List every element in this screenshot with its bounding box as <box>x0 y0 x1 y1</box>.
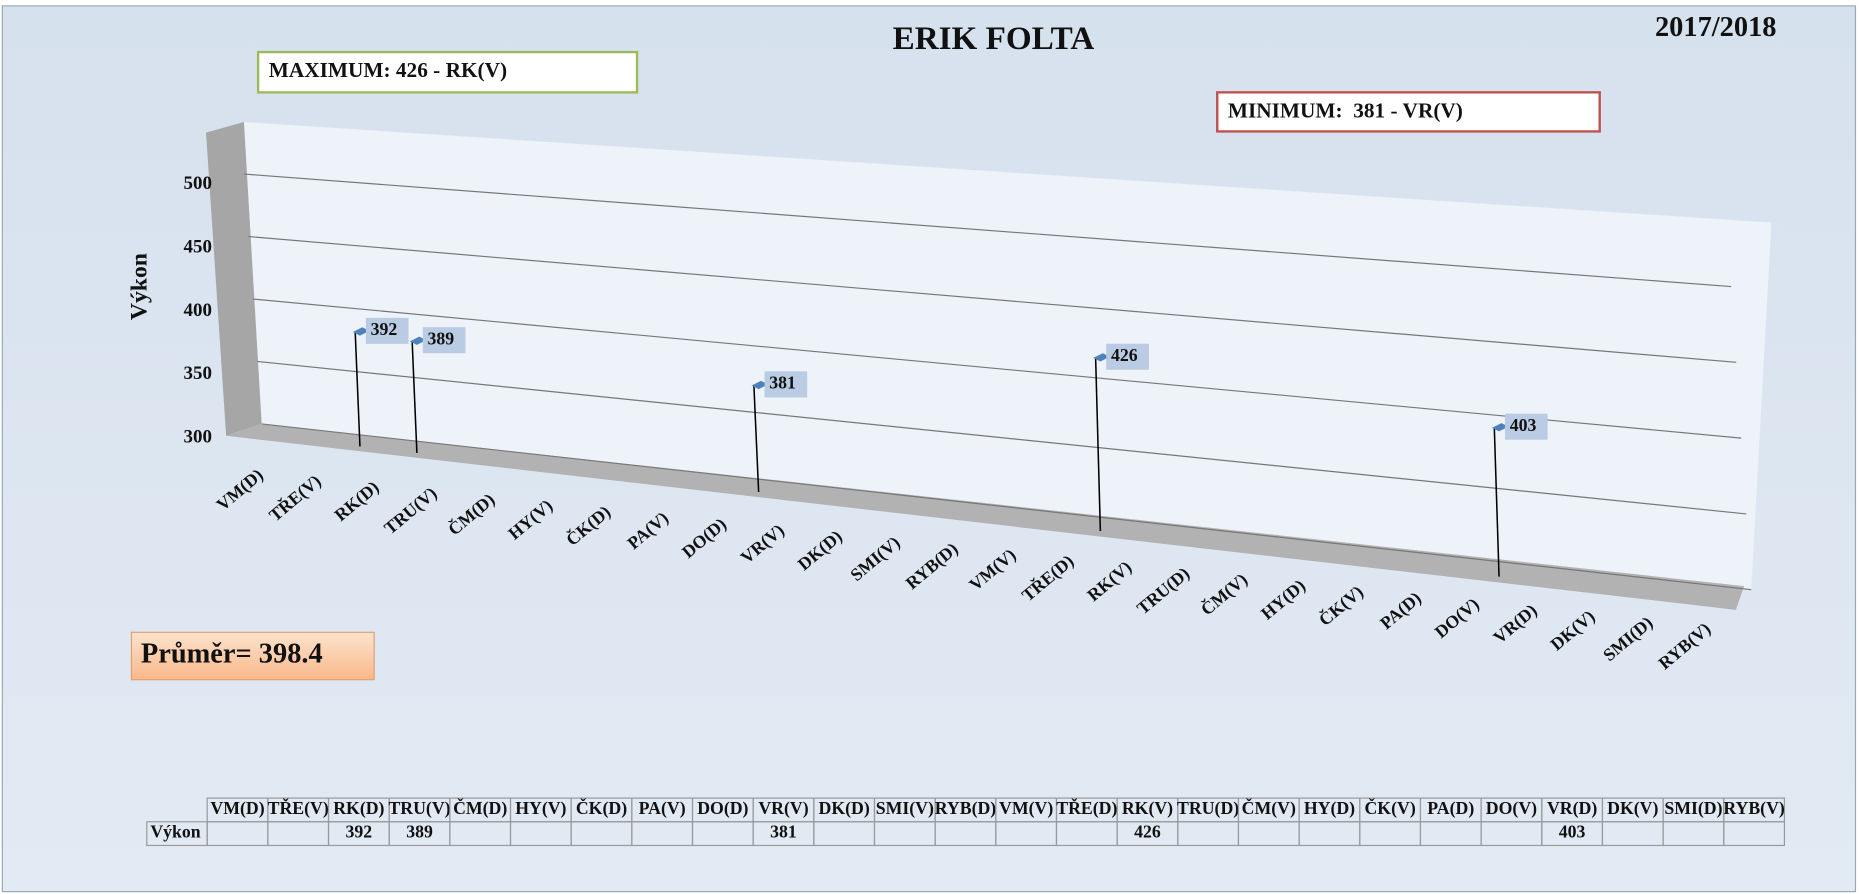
data-label: 426 <box>1111 345 1138 365</box>
data-label: 389 <box>428 328 455 348</box>
drop-line <box>753 385 760 493</box>
max-box <box>256 50 639 94</box>
y-axis-label: Výkon <box>126 253 152 320</box>
data-label-bg <box>1504 413 1548 440</box>
data-label: 392 <box>371 319 398 339</box>
table-row-label: Výkon <box>150 822 200 842</box>
marker <box>409 336 427 345</box>
side-wall <box>206 121 262 436</box>
grid-line <box>252 298 1742 439</box>
drop-line <box>411 341 418 453</box>
table-header: ČM(D) <box>453 798 507 818</box>
drop-line <box>1493 427 1500 577</box>
table-value: 426 <box>1134 822 1161 842</box>
table-header: RK(V) <box>1122 798 1173 818</box>
table-header: RYB(D) <box>935 798 997 818</box>
table-header: VM(V) <box>999 798 1053 818</box>
data-label: 381 <box>769 372 796 392</box>
table-header: RYB(V) <box>1723 798 1785 818</box>
grid-line <box>243 173 1732 288</box>
floor <box>226 423 1745 610</box>
y-tick-label: 400 <box>184 300 212 321</box>
grid-line <box>257 360 1747 515</box>
average-annotation: Průměr= 398.4 <box>141 639 323 670</box>
back-wall <box>243 121 1772 590</box>
table-header: DK(D) <box>819 798 870 818</box>
data-label-bg <box>1106 343 1149 370</box>
data-label-bg <box>422 327 466 354</box>
data-label-bg <box>365 317 409 344</box>
table-header: TŘE(V) <box>268 798 329 818</box>
table-header: VM(D) <box>210 798 264 818</box>
data-label: 403 <box>1510 415 1537 435</box>
table-header: ČK(D) <box>576 798 627 818</box>
y-tick-label: 350 <box>184 363 212 384</box>
y-tick-label: 300 <box>184 426 212 447</box>
marker <box>751 380 769 390</box>
y-tick-label: 450 <box>184 236 212 257</box>
table-cell <box>1723 821 1786 847</box>
table-header: TRU(V) <box>388 798 450 818</box>
marker <box>1093 353 1110 362</box>
table-header: VR(D) <box>1547 798 1597 818</box>
table-header: DK(V) <box>1607 798 1658 818</box>
table-value: 403 <box>1559 822 1586 842</box>
marker <box>1491 423 1509 432</box>
average-box <box>130 631 375 681</box>
grid-line <box>248 235 1737 363</box>
table-header: SMI(V) <box>876 798 934 818</box>
table-value: 392 <box>346 822 373 842</box>
table-header: ČK(V) <box>1364 798 1415 818</box>
table-header: TRU(D) <box>1177 798 1239 818</box>
table-header: TŘE(D) <box>1056 798 1117 818</box>
table-header: DO(D) <box>697 798 748 818</box>
drop-line <box>354 331 361 447</box>
table-header: ČM(V) <box>1242 798 1296 818</box>
y-tick-label: 500 <box>184 173 212 194</box>
chart-title: ERIK FOLTA <box>893 20 1095 57</box>
table-value: 381 <box>770 822 797 842</box>
data-label-bg <box>764 371 808 398</box>
table-header: HY(V) <box>515 798 566 818</box>
table-header: DO(V) <box>1486 798 1537 818</box>
min-annotation: MINIMUM: 381 - VR(V) <box>1228 98 1463 122</box>
drop-line <box>1094 357 1102 532</box>
max-annotation: MAXIMUM: 426 - RK(V) <box>269 58 507 82</box>
subtitle: 2017/2018 <box>1655 12 1777 43</box>
table-header: HY(D) <box>1304 798 1355 818</box>
table-header: RK(D) <box>333 798 384 818</box>
table-header: PA(V) <box>639 798 686 818</box>
table-header: VR(V) <box>758 798 808 818</box>
table-header: PA(D) <box>1427 798 1474 818</box>
grid-line <box>261 423 1752 591</box>
table-header: SMI(D) <box>1664 798 1722 818</box>
marker <box>352 327 370 336</box>
table-value: 389 <box>406 822 433 842</box>
min-box <box>1216 91 1601 133</box>
